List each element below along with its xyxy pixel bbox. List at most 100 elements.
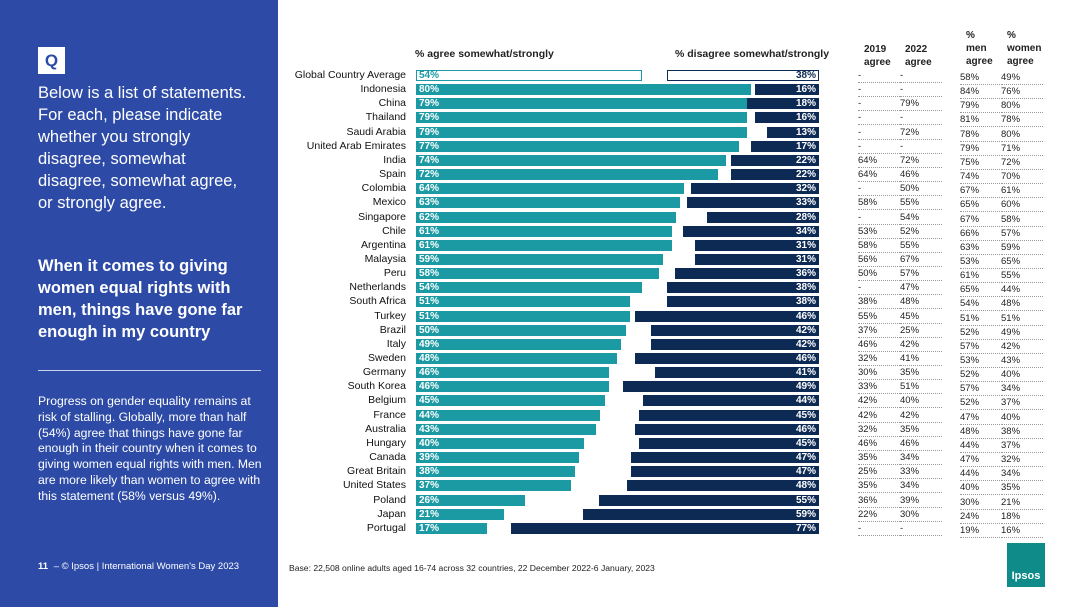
cell-women: 38% (1001, 425, 1043, 439)
disagree-bar (639, 437, 819, 449)
disagree-value: 38% (795, 296, 816, 308)
agree-bar (416, 140, 739, 152)
cell-2022: - (900, 83, 942, 98)
disagree-value: 46% (795, 310, 816, 322)
sidebar: Q Below is a list of statements. For eac… (0, 0, 278, 607)
disagree-value: 36% (795, 268, 816, 280)
question-badge: Q (38, 47, 65, 74)
country-label: Argentina (361, 238, 406, 251)
agree-bar (416, 423, 597, 435)
cell-women: 58% (1001, 213, 1043, 227)
cell-women: 34% (1001, 467, 1043, 482)
cell-men: 53% (960, 354, 1002, 368)
disagree-value: 77% (795, 522, 816, 534)
disagree-header: % disagree somewhat/strongly (675, 48, 830, 60)
agree-bar (416, 452, 580, 464)
agree-bar (416, 98, 747, 110)
cell-2019: 55% (858, 310, 900, 324)
disagree-bar (751, 140, 819, 152)
cell-men: 63% (960, 241, 1002, 255)
cell-2022: 30% (900, 508, 942, 522)
disagree-bar (695, 253, 819, 265)
agree-value: 79% (419, 98, 440, 110)
disagree-value: 46% (795, 353, 816, 364)
cell-women: 71% (1001, 142, 1043, 156)
agree-value: 51% (419, 310, 440, 322)
agree-value: 74% (419, 154, 440, 166)
col-header-2022: 2022 agree (905, 43, 932, 69)
cell-men: 66% (960, 227, 1002, 241)
disagree-bar (675, 268, 819, 280)
disagree-bar (599, 494, 819, 506)
cell-men: 84% (960, 85, 1002, 100)
country-label: Global Country Average (294, 69, 406, 81)
cell-women: 37% (1001, 439, 1043, 453)
cell-men: 30% (960, 496, 1002, 510)
country-label: South Africa (349, 295, 406, 308)
cell-2019: 35% (858, 451, 900, 466)
cell-women: 18% (1001, 510, 1043, 524)
agree-value: 21% (419, 508, 440, 520)
cell-men: 57% (960, 340, 1002, 354)
agree-value: 59% (419, 253, 440, 265)
agree-value: 38% (419, 466, 440, 478)
country-label: South Korea (347, 380, 406, 393)
disagree-value: 38% (795, 70, 816, 81)
country-label: India (383, 153, 406, 166)
cell-men: 65% (960, 283, 1002, 298)
disagree-value: 42% (795, 324, 816, 336)
cell-2022: 33% (900, 465, 942, 480)
disagree-bar (731, 169, 819, 181)
cell-men: 75% (960, 156, 1002, 170)
disagree-bar (631, 466, 819, 478)
agree-value: 45% (419, 395, 440, 407)
country-label: France (373, 408, 406, 421)
agree-bar (416, 310, 630, 322)
disagree-bar (667, 70, 819, 81)
cell-2022: 45% (900, 310, 942, 324)
cell-2022: 52% (900, 225, 942, 239)
cell-women: 70% (1001, 170, 1043, 185)
cell-2019: 64% (858, 154, 900, 168)
country-label: Netherlands (349, 281, 406, 294)
cell-women: 60% (1001, 198, 1043, 213)
cell-2019: 30% (858, 366, 900, 381)
disagree-value: 49% (795, 381, 816, 393)
country-label: Australia (365, 422, 406, 435)
agree-bar (416, 169, 718, 181)
country-label: Hungary (366, 436, 406, 449)
country-label: Mexico (372, 196, 406, 209)
agree-value: 62% (419, 211, 440, 223)
page-number: 11 (38, 561, 49, 572)
cell-men: 74% (960, 170, 1002, 185)
cell-women: 80% (1001, 128, 1043, 142)
cell-women: 32% (1001, 453, 1043, 468)
cell-2022: 34% (900, 451, 942, 466)
hmen-text: % men agree (966, 30, 993, 67)
cell-men: 67% (960, 184, 1002, 199)
agree-value: 72% (419, 169, 440, 181)
cell-men: 44% (960, 439, 1002, 453)
country-label: United States (342, 479, 406, 492)
cell-women: 37% (1001, 396, 1043, 411)
country-label: Canada (369, 451, 406, 464)
cell-2019: - (858, 281, 900, 296)
col-header-2019: 2019 agree (864, 43, 891, 69)
cell-2019: 35% (858, 479, 900, 494)
cell-2022: 55% (900, 239, 942, 253)
agree-bar (416, 239, 672, 251)
disagree-bar (631, 452, 819, 464)
progress-text: Progress on gender equality remains at r… (38, 394, 262, 503)
cell-women: 43% (1001, 354, 1043, 368)
ipsos-logo: Ipsos (1007, 543, 1045, 587)
cell-women: 21% (1001, 496, 1043, 510)
disagree-bar (667, 296, 819, 308)
country-label: Chile (382, 224, 406, 237)
cell-2022: 72% (900, 154, 942, 168)
cell-women: 49% (1001, 71, 1043, 85)
agree-value: 46% (419, 367, 440, 379)
agree-value: 54% (419, 70, 440, 81)
agree-bar (416, 84, 752, 96)
cell-women: 55% (1001, 269, 1043, 284)
cell-2022: 25% (900, 324, 942, 338)
